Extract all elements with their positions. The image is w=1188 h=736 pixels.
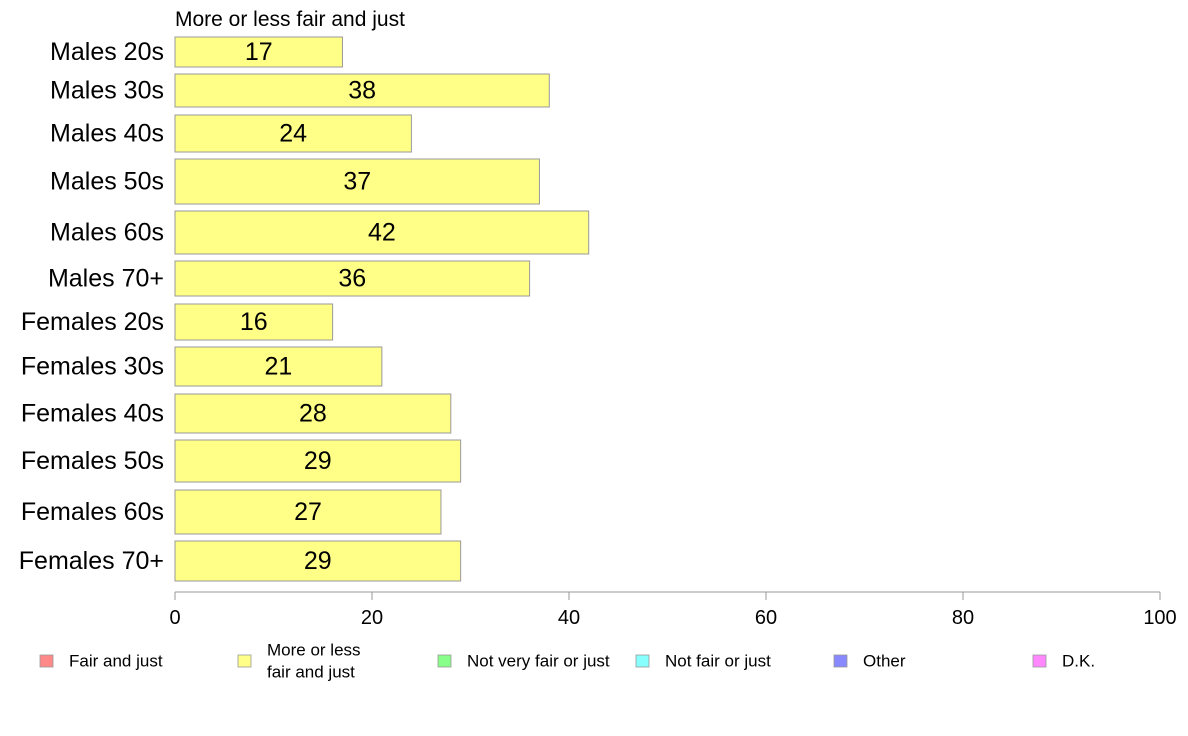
legend-label: Not fair or just — [665, 652, 771, 671]
bar — [174, 158, 540, 205]
bar-value-label: 21 — [265, 353, 293, 381]
category-label: Females 60s — [21, 498, 164, 526]
bar-value-label: 29 — [304, 447, 332, 475]
bar-value-label: 27 — [294, 498, 322, 526]
x-tick-label: 80 — [952, 607, 974, 629]
chart-title: More or less fair and just — [175, 8, 405, 31]
category-label: Males 30s — [50, 77, 164, 105]
x-tick-label: 100 — [1143, 607, 1176, 629]
category-label: Females 50s — [21, 447, 164, 475]
bar — [174, 36, 343, 68]
category-label: Males 50s — [50, 168, 164, 196]
bar-value-label: 38 — [348, 77, 376, 105]
bar-value-label: 42 — [368, 219, 396, 247]
bar-value-label: 37 — [343, 168, 371, 196]
bar — [174, 489, 442, 535]
legend: Fair and just More or less fair and just No… — [39, 641, 1095, 682]
bar — [174, 210, 590, 255]
legend-label: Other — [863, 652, 906, 671]
legend-label: Not very fair or just — [467, 652, 610, 671]
category-label: Males 70+ — [48, 265, 164, 293]
category-label: Females 20s — [21, 308, 164, 336]
bar-value-label: 24 — [279, 120, 307, 148]
category-label: Females 40s — [21, 400, 164, 428]
legend-swatch — [1032, 654, 1047, 668]
category-label: Females 70+ — [19, 547, 164, 575]
x-tick-label: 40 — [558, 607, 580, 629]
legend-label: D.K. — [1062, 652, 1095, 671]
bar — [174, 73, 550, 108]
legend-label: More or less fair and just — [267, 641, 361, 682]
x-tick-label: 0 — [169, 607, 180, 629]
x-axis: 0 20 40 60 80 100 — [169, 591, 1177, 629]
bar-value-label: 17 — [245, 38, 273, 66]
bar — [174, 346, 383, 387]
bar — [174, 303, 334, 341]
bar — [174, 393, 452, 434]
category-label: Males 20s — [50, 38, 164, 66]
bar — [174, 114, 412, 153]
x-tick-label: 20 — [361, 607, 383, 629]
legend-swatch — [635, 654, 650, 668]
bar — [174, 540, 462, 582]
category-label: Males 40s — [50, 120, 164, 148]
bar-value-label: 28 — [299, 400, 327, 428]
bar — [174, 260, 531, 297]
category-label: Females 30s — [21, 353, 164, 381]
legend-label: Fair and just — [69, 652, 163, 671]
legend-swatch — [237, 654, 252, 668]
category-label: Males 60s — [50, 219, 164, 247]
bar — [174, 439, 462, 483]
bar-value-label: 36 — [338, 265, 366, 293]
legend-swatch — [833, 654, 848, 668]
bar-value-label: 29 — [304, 547, 332, 575]
legend-swatch — [437, 654, 452, 668]
x-tick-label: 60 — [755, 607, 777, 629]
legend-swatch — [39, 654, 54, 668]
bars-layer: Males 20s 17 Males 30s 38 Males 40s 24 Males 5… — [19, 36, 590, 582]
bar-value-label: 16 — [240, 308, 268, 336]
